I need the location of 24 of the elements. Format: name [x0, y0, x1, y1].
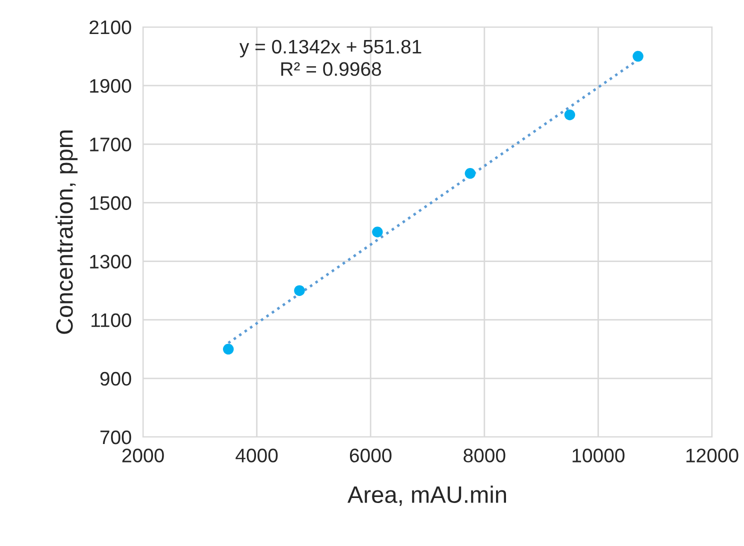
annotation: y = 0.1342x + 551.81 — [239, 40, 422, 58]
point — [222, 344, 234, 355]
y-tick-label: 2100 — [90, 20, 132, 34]
point — [632, 50, 644, 62]
x-tick-label: 10000 — [572, 448, 624, 462]
y-tick-label: 900 — [100, 372, 132, 386]
point — [372, 226, 383, 238]
x-axis-title: Area, mAU.min — [348, 486, 506, 506]
x-tick-label: 4000 — [236, 448, 278, 462]
y-tick-label: 1700 — [90, 138, 132, 152]
y-tick-label: 1100 — [92, 313, 132, 328]
x-tick-label: 8000 — [464, 448, 506, 462]
x-tick-label: 2000 — [122, 448, 164, 462]
y-axis-title: Concentration, ppm — [56, 130, 78, 334]
y-tick-label: 1900 — [90, 79, 132, 93]
point — [464, 168, 476, 179]
x-tick-label: 6000 — [350, 448, 392, 462]
point — [564, 109, 576, 120]
y-tick-label: 1300 — [90, 254, 132, 269]
point — [294, 285, 305, 296]
y-tick-label: 1500 — [90, 196, 132, 210]
annotation: R² = 0.9968 — [281, 62, 381, 76]
y-tick-label: 700 — [100, 430, 132, 444]
x-tick-label: 12000 — [686, 448, 738, 462]
